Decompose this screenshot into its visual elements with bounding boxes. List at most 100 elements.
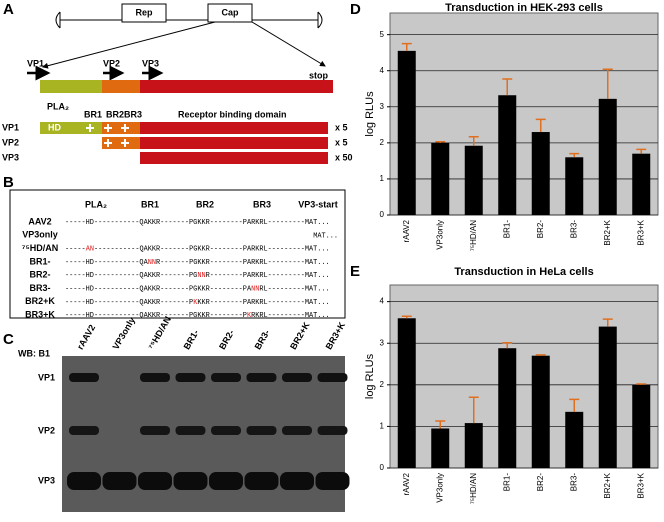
- lane-label: BR1-: [182, 328, 201, 351]
- panel-letter: B: [3, 174, 14, 191]
- bar: [632, 153, 651, 215]
- error-bar: [502, 78, 513, 96]
- error-bar: [569, 398, 580, 412]
- x-tick-label: BR1-: [502, 473, 511, 492]
- x-tick-label: VP3only: [435, 220, 444, 250]
- panel-letter: C: [3, 331, 14, 348]
- y-tick-label: 5: [380, 30, 385, 39]
- band: [175, 373, 206, 382]
- band-label: VP1: [38, 372, 55, 382]
- sequence-part: NN: [197, 272, 205, 280]
- band: [317, 426, 348, 435]
- bar: [397, 318, 416, 468]
- y-axis-label: log RLUs: [364, 91, 376, 137]
- bar: [431, 142, 450, 215]
- band: [102, 472, 137, 490]
- lane-label: BR3-: [253, 328, 272, 351]
- bar: [531, 132, 550, 215]
- y-axis-label: log RLUs: [364, 353, 376, 399]
- band: [173, 472, 208, 490]
- x-tick-label: BR2+K: [603, 472, 612, 498]
- hd-label: HD: [48, 122, 61, 132]
- row-label: BR3-: [29, 283, 50, 293]
- x-tick-label: BR1-: [502, 220, 511, 239]
- x-tick-label: BR2-: [536, 473, 545, 492]
- row-label: BR2+K: [25, 296, 55, 306]
- error-bar: [636, 148, 647, 154]
- sequence-part: KKR--------PARKRL---------MAT...: [197, 299, 329, 307]
- row-label: BR2-: [29, 270, 50, 280]
- row-label: VP3only: [22, 230, 58, 240]
- error-bar: [435, 420, 446, 429]
- vp-start: VP2: [103, 58, 120, 68]
- sequence-part: R--------PARKRL---------MAT...: [206, 272, 330, 280]
- column-header: BR3: [253, 199, 271, 209]
- band: [69, 426, 99, 435]
- y-tick-label: 3: [380, 102, 385, 111]
- lane-label: ⁷⁵HD/AN: [146, 315, 173, 352]
- sequence: MAT...: [313, 232, 338, 240]
- lane-label: BR2-: [217, 328, 236, 351]
- band: [317, 373, 348, 382]
- column-header: BR2: [196, 199, 214, 209]
- vp-start: VP1: [27, 58, 44, 68]
- bar: [598, 98, 617, 215]
- band: [282, 426, 312, 435]
- bar: [565, 411, 584, 468]
- x-tick-label: VP3only: [435, 473, 444, 503]
- vp-start: VP3: [142, 58, 159, 68]
- sequence-part: -----HD-----------QAKKR-------P: [65, 299, 193, 307]
- sequence-part: RKRL---------MAT...: [251, 312, 330, 320]
- error-bar: [569, 152, 580, 158]
- y-tick-label: 2: [380, 380, 385, 389]
- error-bar: [401, 42, 412, 51]
- band: [140, 373, 170, 382]
- error-bar: [602, 318, 613, 327]
- bar: [632, 384, 651, 468]
- genome-diagram: [42, 3, 326, 69]
- bar: [464, 423, 483, 468]
- y-tick-label: 2: [380, 138, 385, 147]
- chart-title: Transduction in HEK-293 cells: [445, 2, 603, 14]
- error-bar: [435, 141, 446, 143]
- stop-label: stop: [309, 70, 329, 80]
- error-bar: [535, 118, 546, 133]
- band: [246, 373, 277, 382]
- bar: [498, 348, 517, 468]
- vp-row-label: VP2: [2, 137, 19, 147]
- column-header: PLA₂: [85, 199, 107, 209]
- sequence-part: -----HD-----------QAKKR-------PGKKR-----…: [65, 285, 252, 293]
- error-bar: [468, 135, 479, 146]
- column-header: BR1: [141, 199, 159, 209]
- sequence: -----HD-----------QAKKR-------PGNNR-----…: [65, 272, 330, 280]
- sequence: -----HD-----------QAKKR-------PGKKR-----…: [65, 285, 330, 293]
- x-tick-label: BR3-: [569, 220, 578, 239]
- sequence: -----AN-----------QAKKR-------PGKKR-----…: [65, 245, 330, 253]
- x-tick-label: BR3+K: [636, 472, 645, 498]
- bar: [431, 428, 450, 468]
- band: [140, 426, 170, 435]
- sequence-table: [9, 189, 346, 319]
- y-tick-label: 0: [380, 463, 385, 472]
- x-tick-label: BR3-: [569, 473, 578, 492]
- x-tick-label: BR2-: [536, 220, 545, 239]
- plot-area: [389, 284, 659, 469]
- error-bar: [468, 396, 479, 424]
- error-bar: [535, 354, 546, 356]
- wb-label: WB: B1: [18, 348, 50, 358]
- gene-label: Rep: [135, 7, 153, 17]
- error-bar: [602, 68, 613, 99]
- sequence-part: -----------QAKKR-------PGKKR--------PARK…: [94, 245, 330, 253]
- bar: [464, 145, 483, 215]
- sequence-part: -----: [65, 245, 86, 253]
- lane-label: rAAV2: [75, 323, 97, 351]
- charts: Transduction in HEK-293 cells log RLUs 0 1 2…: [364, 2, 659, 504]
- domain-label: Receptor binding domain: [178, 109, 287, 119]
- x-tick-label: ⁷⁵HD/AN: [469, 473, 478, 504]
- band-label: VP3: [38, 475, 55, 485]
- panel-letter: A: [3, 1, 14, 18]
- y-tick-label: 0: [380, 210, 385, 219]
- bar: [565, 157, 584, 215]
- error-bar: [502, 342, 513, 349]
